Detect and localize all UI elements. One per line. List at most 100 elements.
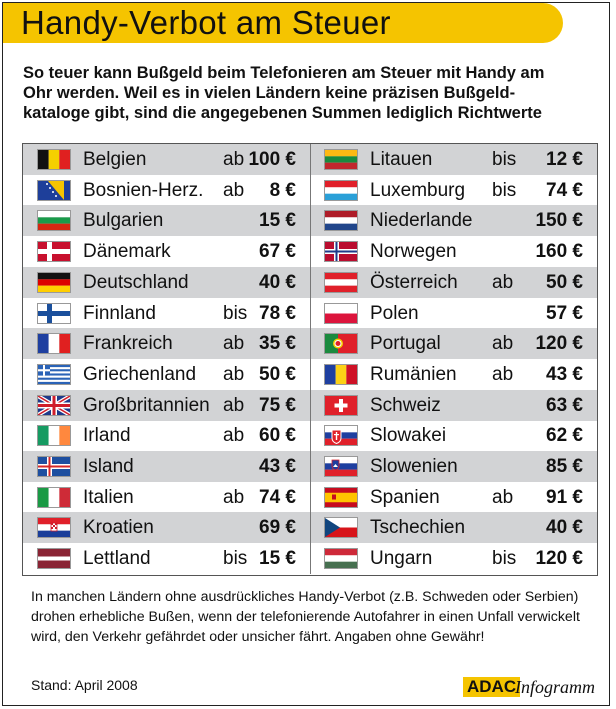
- country-name: Island: [83, 456, 134, 477]
- fine-amount: 15 €: [259, 210, 296, 232]
- country-name: Bosnien-Herz.: [83, 179, 204, 201]
- fine-amount: 62 €: [546, 425, 583, 447]
- adac-logo-suffix: Infogramm: [515, 677, 595, 697]
- table-row: Frankreich ab 35 € Portugal ab 120 €: [23, 328, 597, 360]
- table-row: Bosnien-Herz. ab 8 € Luxemburg bis 74 €: [23, 174, 597, 206]
- fine-amount: 74 €: [259, 486, 296, 508]
- flag-hungary-icon: [324, 548, 358, 570]
- country-name: Luxemburg: [370, 179, 466, 201]
- amount-prefix: ab: [492, 486, 514, 508]
- country-cell: Schweiz 63 €: [310, 389, 597, 421]
- fine-amount: 85 €: [546, 456, 583, 477]
- flag-spain-icon: [324, 486, 358, 508]
- flag-poland-icon: [324, 302, 358, 324]
- country-name: Frankreich: [83, 333, 173, 355]
- flag-ireland-icon: [37, 425, 71, 447]
- intro-line: So teuer kann Bußgeld beim Telefonieren …: [23, 64, 545, 82]
- amount-prefix: ab: [223, 486, 245, 508]
- country-cell: Bosnien-Herz. ab 8 €: [23, 175, 310, 206]
- amount-prefix: ab: [223, 179, 245, 201]
- amount-prefix: ab: [223, 149, 245, 170]
- country-name: Finnland: [83, 302, 156, 324]
- country-name: Italien: [83, 486, 134, 508]
- fine-amount: 75 €: [259, 394, 296, 416]
- fine-amount: 91 €: [546, 486, 583, 508]
- country-name: Österreich: [370, 271, 458, 293]
- country-cell: Polen 57 €: [310, 297, 597, 329]
- fine-amount: 8 €: [269, 179, 296, 201]
- date-stamp: Stand: April 2008: [31, 677, 138, 693]
- flag-romania-icon: [324, 363, 358, 385]
- country-cell: Griechenland ab 50 €: [23, 359, 310, 390]
- country-name: Bulgarien: [83, 210, 164, 232]
- fine-amount: 40 €: [546, 517, 583, 539]
- fine-amount: 43 €: [259, 456, 296, 477]
- fine-amount: 50 €: [259, 363, 296, 385]
- country-name: Rumänien: [370, 363, 457, 385]
- country-cell: Portugal ab 120 €: [310, 328, 597, 360]
- country-cell: Belgien ab 100 €: [23, 144, 310, 175]
- country-name: Kroatien: [83, 517, 154, 539]
- page-title: Handy-Verbot am Steuer: [21, 4, 391, 41]
- country-name: Dänemark: [83, 241, 171, 263]
- country-name: Griechenland: [83, 363, 197, 385]
- amount-prefix: ab: [492, 333, 514, 355]
- fine-amount: 15 €: [259, 548, 296, 570]
- country-name: Niederlande: [370, 210, 473, 232]
- amount-prefix: ab: [492, 363, 514, 385]
- fine-amount: 78 €: [259, 302, 296, 324]
- table-row: Irland ab 60 € Slowakei 62 €: [23, 420, 597, 452]
- fine-amount: 160 €: [535, 241, 583, 263]
- flag-slovakia-icon: [324, 425, 358, 447]
- flag-norway-icon: [324, 241, 358, 263]
- intro-line: Ohr werden. Weil es in vielen Ländern ke…: [23, 84, 516, 102]
- fine-amount: 120 €: [535, 548, 583, 570]
- country-cell: Frankreich ab 35 €: [23, 328, 310, 359]
- footnote-line: drohen erhebliche Bußen, wenn der telefo…: [31, 609, 580, 625]
- flag-belgium-icon: [37, 149, 71, 170]
- footnote-line: wird, den Verkehr gefährdet oder unsiche…: [31, 629, 485, 645]
- country-name: Deutschland: [83, 271, 189, 293]
- table-row: Italien ab 74 € Spanien ab 91 €: [23, 481, 597, 513]
- flag-bulgaria-icon: [37, 210, 71, 232]
- flag-luxembourg-icon: [324, 179, 358, 201]
- title-banner: Handy-Verbot am Steuer: [3, 3, 563, 43]
- country-cell: Norwegen 160 €: [310, 236, 597, 268]
- flag-italy-icon: [37, 486, 71, 508]
- table-row: Bulgarien 15 € Niederlande 150 €: [23, 205, 597, 237]
- country-cell: Dänemark 67 €: [23, 236, 310, 267]
- country-cell: Niederlande 150 €: [310, 205, 597, 237]
- country-name: Ungarn: [370, 548, 433, 570]
- footnote-line: In manchen Ländern ohne ausdrückliches H…: [31, 589, 579, 605]
- country-name: Polen: [370, 302, 419, 324]
- country-cell: Finnland bis 78 €: [23, 298, 310, 329]
- fine-amount: 63 €: [546, 394, 583, 416]
- table-row: Großbritannien ab 75 € Schweiz 63 €: [23, 389, 597, 421]
- country-cell: Großbritannien ab 75 €: [23, 390, 310, 421]
- flag-latvia-icon: [37, 548, 71, 570]
- fines-table: Belgien ab 100 € Litauen bis 12 € Bosnien-Herz…: [22, 143, 598, 576]
- flag-greece-icon: [37, 363, 71, 385]
- country-name: Großbritannien: [83, 394, 210, 416]
- amount-prefix: bis: [492, 179, 517, 201]
- country-name: Norwegen: [370, 241, 457, 263]
- fine-amount: 35 €: [259, 333, 296, 355]
- flag-france-icon: [37, 333, 71, 355]
- flag-netherlands-icon: [324, 210, 358, 232]
- flag-lithuania-icon: [324, 149, 358, 170]
- amount-prefix: ab: [223, 425, 245, 447]
- flag-austria-icon: [324, 271, 358, 293]
- country-name: Slowakei: [370, 425, 447, 447]
- flag-slovenia-icon: [324, 456, 358, 477]
- country-name: Spanien: [370, 486, 440, 508]
- country-cell: Irland ab 60 €: [23, 420, 310, 451]
- table-row: Griechenland ab 50 € Rumänien ab 43 €: [23, 358, 597, 390]
- table-row: Finnland bis 78 € Polen 57 €: [23, 297, 597, 329]
- amount-prefix: bis: [223, 548, 248, 570]
- flag-croatia-icon: [37, 517, 71, 539]
- country-name: Portugal: [370, 333, 441, 355]
- flag-denmark-icon: [37, 241, 71, 263]
- fine-amount: 60 €: [259, 425, 296, 447]
- fine-amount: 74 €: [546, 179, 583, 201]
